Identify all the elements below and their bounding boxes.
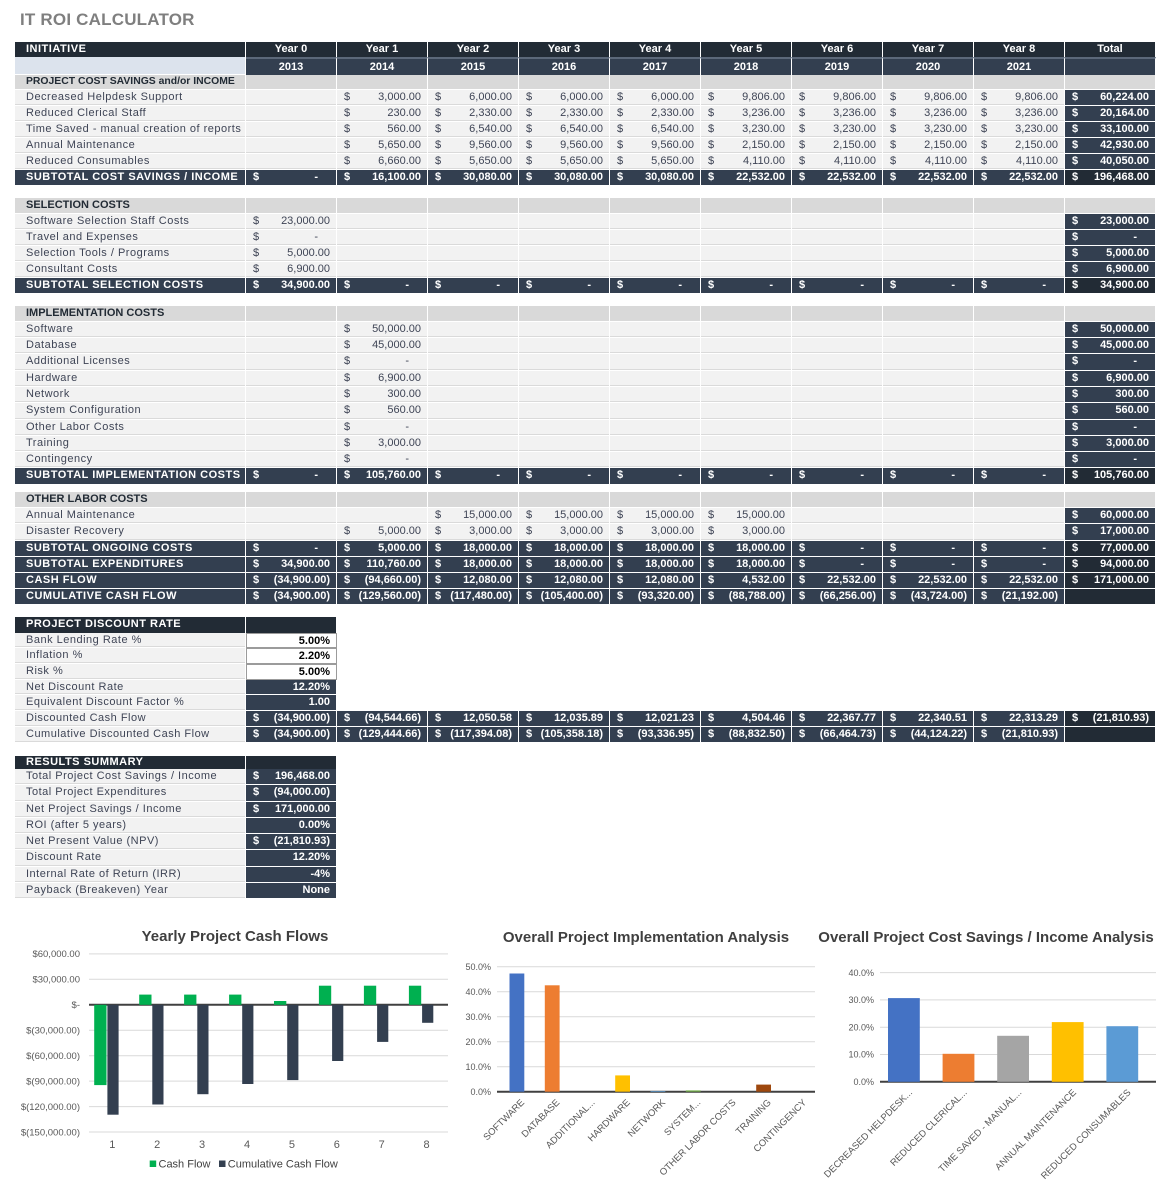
- svg-text:Cash Flow: Cash Flow: [159, 1159, 211, 1171]
- svg-text:$(120,000.00): $(120,000.00): [21, 1102, 80, 1113]
- svg-text:$60,000.00: $60,000.00: [32, 949, 80, 960]
- svg-text:10.0%: 10.0%: [465, 1062, 491, 1072]
- svg-text:30.0%: 30.0%: [465, 1012, 491, 1022]
- svg-text:$(30,000.00): $(30,000.00): [26, 1026, 80, 1037]
- svg-text:50.0%: 50.0%: [465, 962, 491, 972]
- svg-text:40.0%: 40.0%: [465, 987, 491, 997]
- svg-text:3: 3: [199, 1139, 205, 1151]
- svg-text:0.0%: 0.0%: [470, 1087, 491, 1097]
- svg-text:NETWORK: NETWORK: [626, 1097, 669, 1140]
- svg-text:$(90,000.00): $(90,000.00): [26, 1076, 80, 1087]
- svg-text:Yearly Project Cash Flows: Yearly Project Cash Flows: [142, 928, 329, 945]
- svg-text:40.0%: 40.0%: [848, 968, 874, 978]
- svg-text:2: 2: [154, 1139, 160, 1151]
- svg-text:6: 6: [334, 1139, 340, 1151]
- svg-text:10.0%: 10.0%: [848, 1050, 874, 1060]
- svg-text:DECREASED HELPDESK...: DECREASED HELPDESK...: [822, 1087, 915, 1180]
- svg-text:Overall Project Cost Savings /: Overall Project Cost Savings / Income An…: [818, 929, 1153, 946]
- svg-text:$30,000.00: $30,000.00: [32, 975, 80, 986]
- svg-text:0.0%: 0.0%: [853, 1077, 874, 1087]
- svg-text:SOFTWARE: SOFTWARE: [481, 1097, 527, 1143]
- svg-text:30.0%: 30.0%: [848, 995, 874, 1005]
- svg-text:4: 4: [244, 1139, 250, 1151]
- svg-text:REDUCED CONSUMABLES: REDUCED CONSUMABLES: [1039, 1087, 1133, 1181]
- svg-text:$-: $-: [72, 1000, 80, 1011]
- svg-text:20.0%: 20.0%: [848, 1022, 874, 1032]
- svg-text:7: 7: [379, 1139, 385, 1151]
- svg-text:Overall Project Implementation: Overall Project Implementation Analysis: [503, 929, 789, 946]
- svg-text:20.0%: 20.0%: [465, 1037, 491, 1047]
- svg-text:$(150,000.00): $(150,000.00): [21, 1127, 80, 1138]
- svg-text:$(60,000.00): $(60,000.00): [26, 1051, 80, 1062]
- svg-text:5: 5: [289, 1139, 295, 1151]
- svg-text:8: 8: [424, 1139, 430, 1151]
- svg-text:1: 1: [109, 1139, 115, 1151]
- svg-text:Cumulative Cash Flow: Cumulative Cash Flow: [228, 1159, 338, 1171]
